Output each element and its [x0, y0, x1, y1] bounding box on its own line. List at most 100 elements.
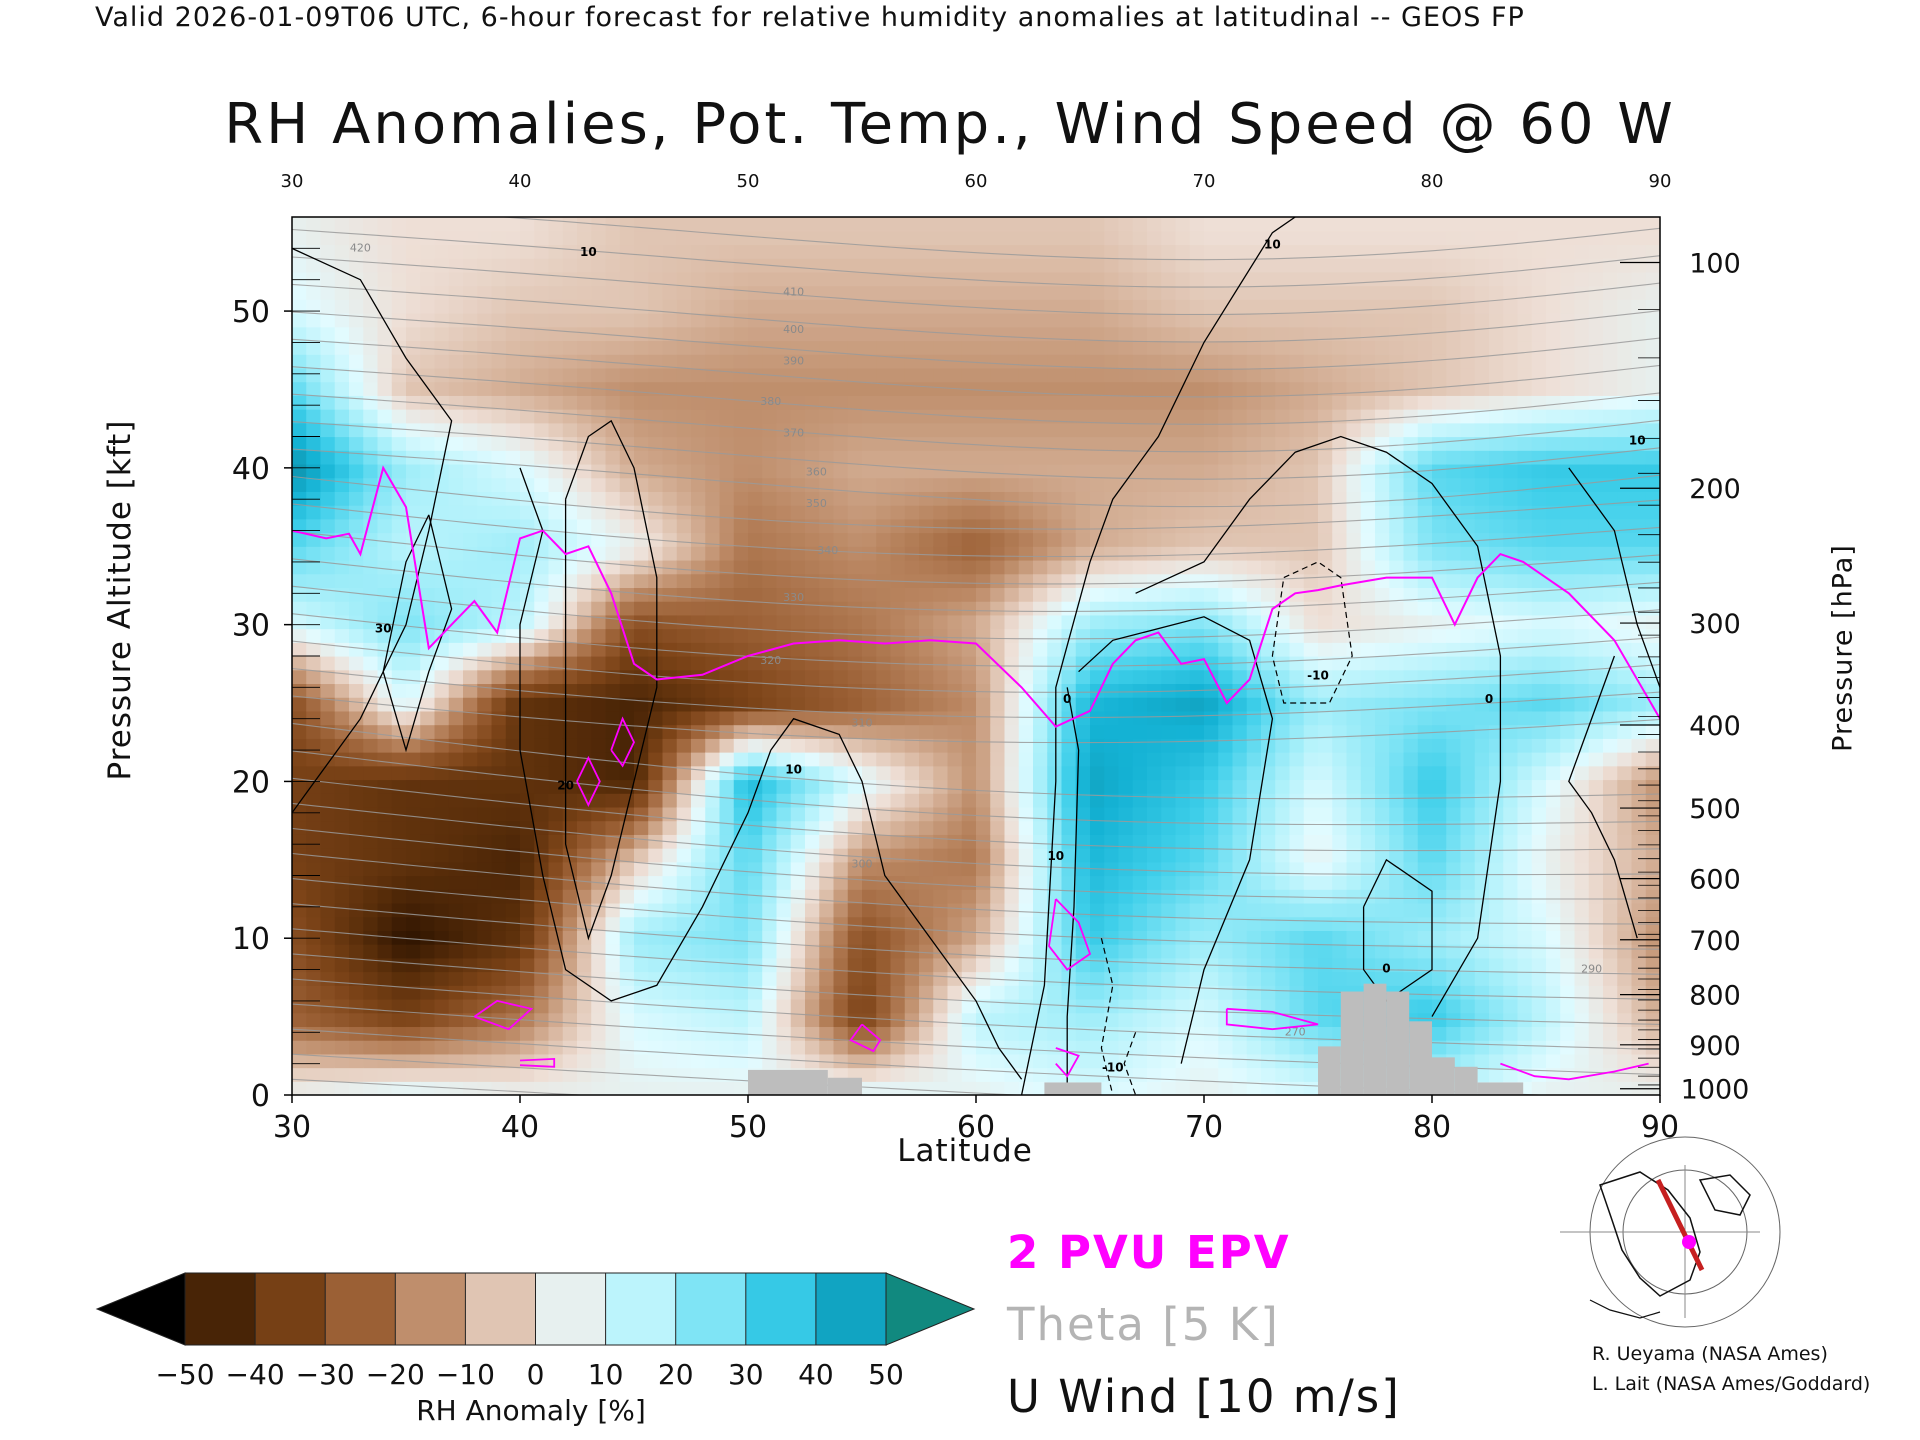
rh-cell — [1118, 573, 1134, 589]
rh-cell — [1218, 642, 1234, 657]
rh-cell — [448, 354, 464, 369]
rh-cell — [1375, 642, 1390, 657]
rh-cell — [919, 971, 934, 986]
rh-cell — [534, 587, 550, 602]
rh-cell — [591, 834, 607, 849]
rh-cell — [491, 559, 507, 575]
rh-cell — [990, 724, 1006, 739]
rh-cell — [705, 546, 721, 561]
rh-cell — [1204, 367, 1219, 383]
rh-cell — [363, 258, 379, 273]
rh-cell — [1033, 313, 1048, 328]
rh-cell — [1018, 244, 1034, 259]
rh-cell — [1004, 1026, 1020, 1041]
rh-cell — [1204, 532, 1219, 547]
rh-cell — [662, 463, 678, 479]
rh-cell — [1090, 381, 1105, 396]
rh-cell — [947, 779, 963, 794]
rh-cell — [876, 422, 892, 438]
rh-cell — [1075, 450, 1091, 465]
rh-cell — [1346, 875, 1362, 890]
rh-cell — [1047, 820, 1063, 835]
rh-cell — [1161, 395, 1177, 410]
rh-cell — [1332, 614, 1348, 630]
rh-cell — [520, 779, 535, 794]
rh-cell — [334, 889, 350, 904]
rh-cell — [1232, 614, 1248, 630]
rh-cell — [904, 409, 920, 424]
rh-cell — [406, 326, 421, 342]
rh-cell — [1218, 971, 1234, 986]
rh-cell — [463, 299, 478, 314]
rh-cell — [1346, 559, 1362, 575]
rh-cell — [1090, 463, 1105, 479]
rh-cell — [434, 848, 450, 863]
rh-cell — [420, 244, 436, 259]
rh-cell — [577, 628, 592, 643]
rh-cell — [1289, 450, 1305, 465]
rh-cell — [448, 463, 464, 479]
rh-cell — [1075, 422, 1091, 438]
rh-cell — [1004, 930, 1020, 945]
rh-cell — [1175, 217, 1191, 232]
rh-cell — [1261, 998, 1276, 1014]
rh-cell — [961, 875, 977, 890]
rh-cell — [1375, 340, 1390, 355]
rh-cell — [1204, 477, 1219, 492]
rh-cell — [1232, 395, 1248, 410]
rh-cell — [534, 930, 550, 945]
rh-cell — [477, 230, 493, 246]
rh-cell — [349, 367, 364, 383]
rh-cell — [1275, 546, 1291, 561]
rh-cell — [1375, 957, 1390, 973]
rh-cell — [619, 998, 635, 1014]
rh-cell — [705, 244, 721, 259]
rh-cell — [776, 930, 792, 945]
rh-cell — [520, 628, 535, 643]
rh-cell — [1118, 998, 1134, 1014]
rh-cell — [648, 381, 664, 396]
rh-cell — [420, 217, 436, 232]
rh-cell — [876, 820, 892, 835]
rh-cell — [334, 326, 350, 342]
rh-cell — [1175, 230, 1191, 246]
rh-cell — [1161, 258, 1177, 273]
rh-cell — [391, 422, 407, 438]
rh-cell — [819, 998, 835, 1014]
rh-cell — [534, 1081, 550, 1095]
rh-cell — [1147, 1053, 1162, 1069]
rh-cell — [676, 944, 692, 959]
rh-cell — [1246, 546, 1262, 561]
rh-cell — [919, 669, 934, 685]
rh-cell — [1047, 614, 1063, 630]
rh-cell — [1318, 628, 1333, 643]
rh-cell — [648, 793, 664, 808]
rh-cell — [890, 614, 906, 630]
rh-cell — [477, 532, 493, 547]
rh-cell — [1346, 367, 1362, 383]
rh-cell — [434, 656, 450, 671]
rh-cell — [306, 573, 322, 589]
rh-cell — [1389, 422, 1405, 438]
forecast-header: Valid 2026-01-09T06 UTC, 6-hour forecast… — [95, 2, 1525, 33]
rh-cell — [420, 1067, 436, 1082]
rh-cell — [1132, 998, 1148, 1014]
rh-cell — [1275, 409, 1291, 424]
rh-cell — [805, 409, 820, 424]
rh-cell — [1018, 889, 1034, 904]
rh-cell — [1132, 422, 1148, 438]
rh-cell — [1132, 244, 1148, 259]
rh-cell — [349, 834, 364, 849]
rh-cell — [548, 793, 564, 808]
rh-cell — [1246, 697, 1262, 712]
rh-cell — [748, 834, 763, 849]
rh-cell — [1161, 1067, 1177, 1082]
rh-cell — [1004, 779, 1020, 794]
rh-cell — [349, 354, 364, 369]
rh-cell — [1246, 738, 1262, 753]
rh-cell — [406, 1067, 421, 1082]
rh-cell — [1261, 559, 1276, 575]
rh-cell — [548, 258, 564, 273]
rh-cell — [1147, 546, 1162, 561]
rh-cell — [434, 1012, 450, 1028]
